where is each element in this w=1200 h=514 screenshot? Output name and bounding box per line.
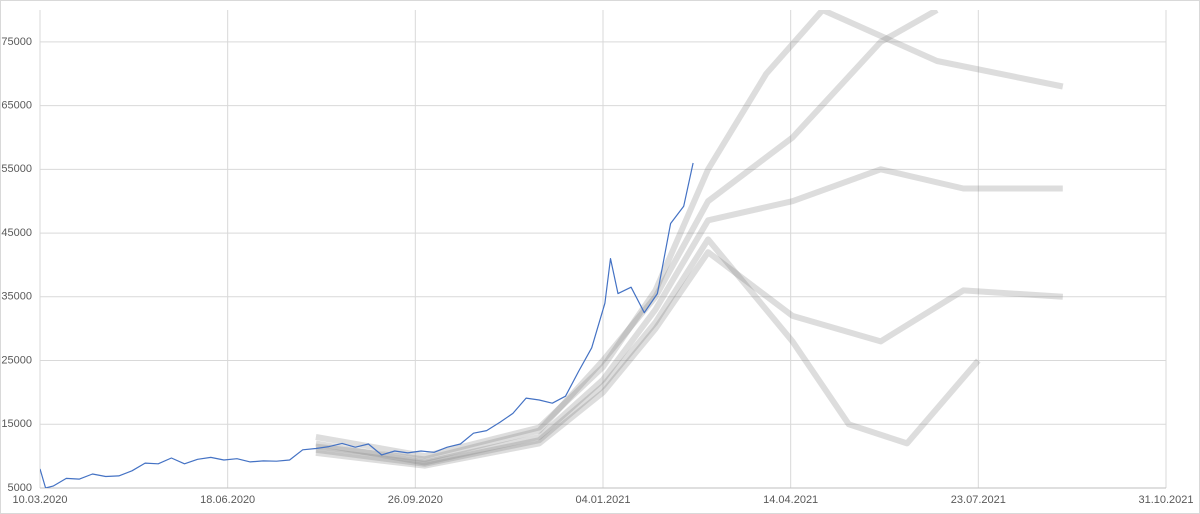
y-tick-label: 5000 [8, 482, 32, 494]
y-tick-label: 45000 [1, 227, 32, 239]
x-tick-label: 10.03.2020 [12, 494, 67, 506]
x-tick-label: 26.09.2020 [388, 494, 443, 506]
grid [39, 10, 1167, 489]
forecast-line [315, 166, 1063, 466]
forecast-line [315, 249, 1063, 469]
y-tick-label: 55000 [1, 163, 32, 175]
forecast-line [315, 236, 981, 467]
x-tick-label: 04.01.2021 [575, 494, 630, 506]
labels: 5000 15000 25000 35000 45000 55000 65000 75000 1… [1, 36, 1193, 506]
y-tick-label: 35000 [1, 291, 32, 303]
forecast-line [315, 10, 1064, 460]
y-tick-label: 75000 [1, 36, 32, 48]
x-tick-label: 14.04.2021 [763, 494, 818, 506]
x-tick-label: 31.10.2021 [1138, 494, 1193, 506]
y-tick-label: 25000 [1, 354, 32, 366]
y-tick-label: 15000 [1, 418, 32, 430]
plot-area [40, 10, 1064, 488]
x-tick-label: 23.07.2021 [951, 494, 1006, 506]
price-line [40, 162, 694, 488]
y-tick-label: 65000 [1, 100, 32, 112]
x-tick-label: 18.06.2020 [200, 494, 255, 506]
